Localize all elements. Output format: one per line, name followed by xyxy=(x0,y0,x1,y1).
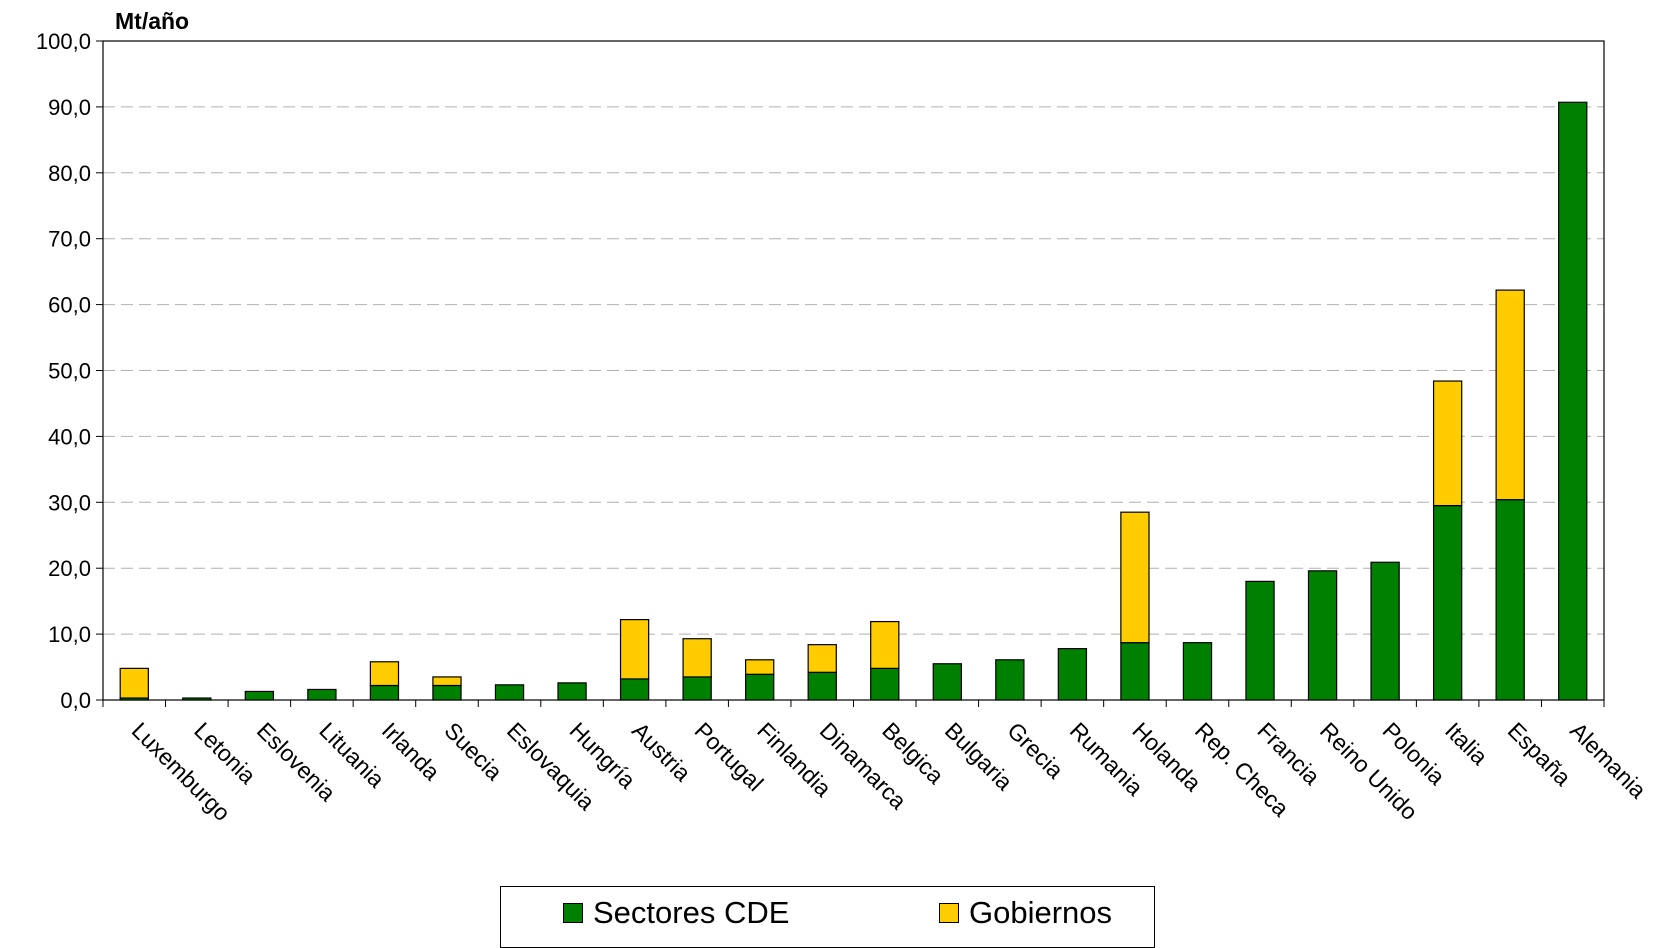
bar-sectores xyxy=(369,684,400,701)
y-tick-label: 10,0 xyxy=(48,622,91,647)
bar-sectores xyxy=(870,667,900,701)
x-category-label: Bulgaria xyxy=(940,717,1018,795)
bar-sectores xyxy=(932,663,962,701)
bar-sectores xyxy=(432,684,462,701)
bar-sectores xyxy=(557,682,587,701)
bar-gobiernos xyxy=(1120,511,1150,644)
y-tick-label: 80,0 xyxy=(48,161,91,186)
y-tick-label: 50,0 xyxy=(48,359,91,384)
y-tick-label: 70,0 xyxy=(48,227,91,252)
bar-sectores xyxy=(307,688,337,701)
bar-sectores xyxy=(1370,561,1400,701)
bar-sectores xyxy=(745,673,775,701)
legend-item-gobiernos: Gobiernos xyxy=(939,895,1112,931)
bar-gobiernos xyxy=(432,676,462,687)
y-tick-label: 90,0 xyxy=(48,95,91,120)
bar-sectores xyxy=(1120,642,1150,701)
y-tick-label: 100,0 xyxy=(36,29,91,54)
x-category-label: Portugal xyxy=(690,717,769,796)
bar-sectores xyxy=(182,697,212,701)
bar-sectores xyxy=(807,671,837,701)
legend-item-sectores: Sectores CDE xyxy=(563,895,789,931)
bar-gobiernos xyxy=(619,619,650,680)
bar-gobiernos xyxy=(870,620,900,669)
y-axis-unit-label: Mt/año xyxy=(115,8,190,34)
y-tick-label: 40,0 xyxy=(48,424,91,449)
bar-sectores xyxy=(1245,580,1275,701)
bar-sectores xyxy=(995,659,1025,701)
bar-gobiernos xyxy=(369,661,400,687)
y-tick-label: 60,0 xyxy=(48,293,91,318)
bar-sectores xyxy=(1057,647,1088,701)
legend-swatch-gobiernos xyxy=(939,903,959,923)
bar-gobiernos xyxy=(119,667,149,699)
bar-gobiernos xyxy=(682,638,712,678)
bar-sectores xyxy=(1558,101,1588,701)
bar-gobiernos xyxy=(745,659,775,675)
y-tick-label: 20,0 xyxy=(48,556,91,581)
bar-sectores xyxy=(494,684,525,701)
bar-sectores xyxy=(1182,642,1213,701)
bar-gobiernos xyxy=(1495,289,1525,501)
bar-gobiernos xyxy=(1432,380,1463,507)
legend-swatch-sectores xyxy=(563,903,583,923)
x-category-label: Alemania xyxy=(1565,717,1651,803)
bar-sectores xyxy=(1307,570,1338,701)
bar-gobiernos xyxy=(807,644,837,673)
bar-sectores xyxy=(619,678,650,701)
legend-label-sectores: Sectores CDE xyxy=(593,895,790,930)
x-category-label: Italia xyxy=(1440,717,1493,770)
bar-sectores xyxy=(682,676,712,701)
bar-sectores xyxy=(1495,499,1525,701)
y-tick-label: 30,0 xyxy=(48,490,91,515)
legend-label-gobiernos: Gobiernos xyxy=(969,895,1113,930)
y-tick-label: 0,0 xyxy=(60,688,91,713)
chart-legend: Sectores CDE Gobiernos xyxy=(500,886,1155,948)
x-category-label: Suecia xyxy=(439,717,507,785)
bar-sectores xyxy=(1432,504,1463,701)
bar-sectores xyxy=(244,690,275,701)
x-category-label: España xyxy=(1503,717,1577,791)
